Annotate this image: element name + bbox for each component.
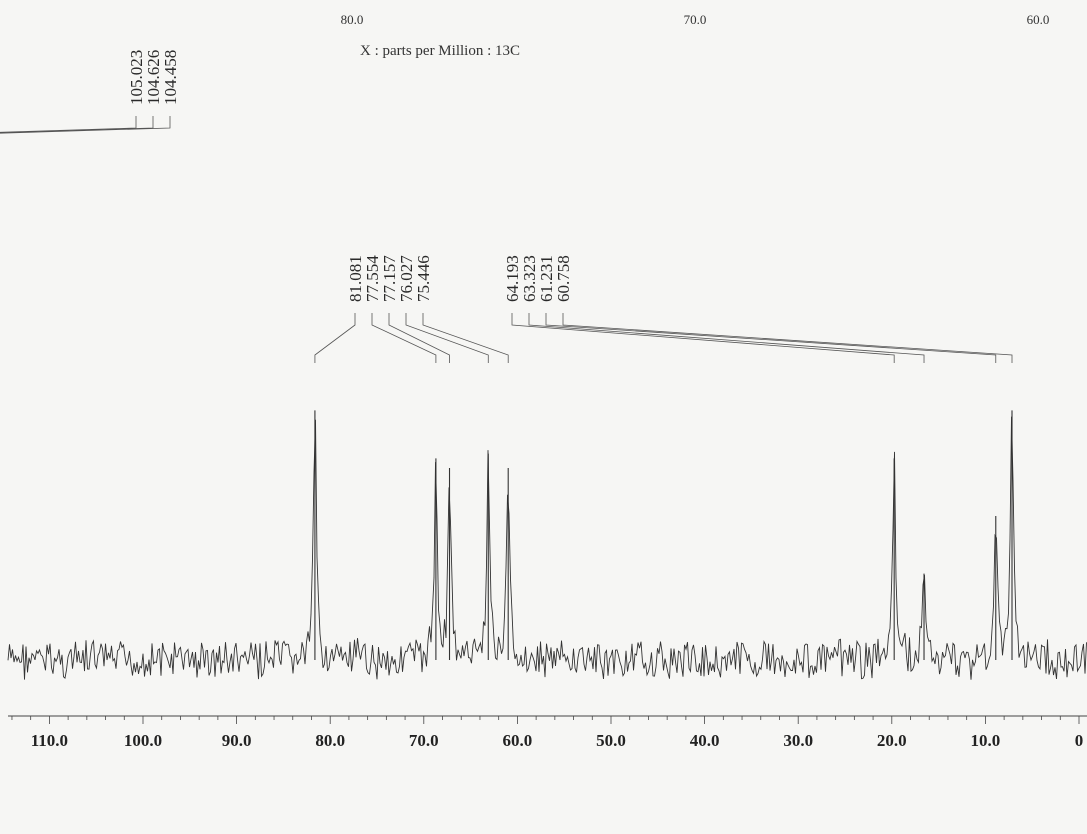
peak-leader (371, 313, 437, 363)
peak-leader (422, 313, 509, 363)
peak-leader (405, 313, 489, 363)
x-tick-label: 60.0 (503, 731, 533, 750)
peak-leader (511, 313, 895, 363)
x-tick-label: 20.0 (877, 731, 907, 750)
peak-leader (0, 116, 137, 133)
x-tick-label: 0 (1075, 731, 1084, 750)
peak-label: 81.081 (346, 255, 365, 302)
peak-leader (562, 313, 1013, 363)
peak-leader (314, 313, 356, 363)
top-tick-label: 60.0 (1027, 12, 1050, 27)
peak-label: 63.323 (520, 255, 539, 302)
x-tick-label: 10.0 (971, 731, 1001, 750)
peak-leader (528, 313, 925, 363)
peak-label: 104.458 (161, 50, 180, 105)
x-tick-label: 110.0 (31, 731, 68, 750)
peak-leader (0, 116, 154, 134)
peak-lines (314, 410, 1013, 660)
peak-label: 77.554 (363, 255, 382, 302)
top-axis: 80.0 70.0 60.0 (341, 12, 1050, 27)
peak-label: 60.758 (554, 255, 573, 302)
peak-labels: 105.023104.626104.45881.08177.55477.1577… (127, 50, 573, 302)
peak-label: 64.193 (503, 255, 522, 302)
x-tick-label: 90.0 (222, 731, 252, 750)
x-tick-label: 30.0 (783, 731, 813, 750)
peak-label: 77.157 (380, 255, 399, 302)
peak-label: 105.023 (127, 50, 146, 105)
peak-leader (388, 313, 450, 363)
peak-label: 75.446 (414, 255, 433, 302)
spectrum-trace (7, 416, 1087, 680)
bottom-axis: 20.0 110.0 100.0 90.0 80.0 70.0 60.0 50.0 40.0 30… (8, 715, 1087, 750)
top-tick-label: 70.0 (684, 12, 707, 27)
peak-leader (0, 116, 171, 134)
peak-label: 76.027 (397, 255, 416, 302)
peak-label: 61.231 (537, 255, 556, 302)
x-tick-label: 40.0 (690, 731, 720, 750)
x-tick-label: 70.0 (409, 731, 439, 750)
x-tick-label: 50.0 (596, 731, 626, 750)
peak-label: 104.626 (144, 50, 163, 105)
top-tick-label: 80.0 (341, 12, 364, 27)
peak-leader (545, 313, 997, 363)
x-tick-label: 100.0 (124, 731, 162, 750)
x-axis-title: X : parts per Million : 13C (360, 43, 520, 59)
x-tick-label: 80.0 (315, 731, 345, 750)
peak-leader-lines (0, 116, 1013, 363)
